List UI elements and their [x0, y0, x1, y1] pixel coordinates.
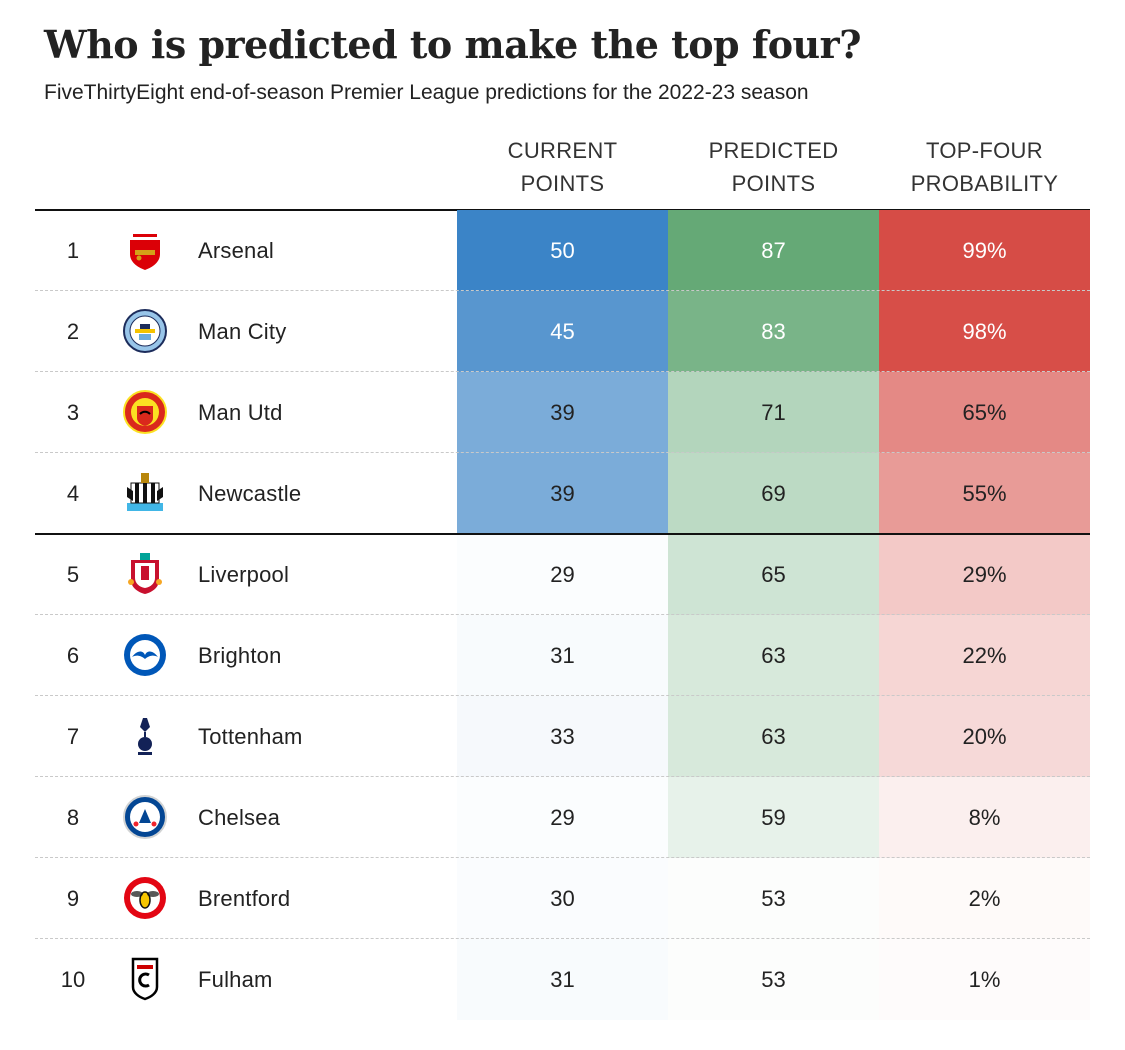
tottenham-crest-icon [121, 712, 169, 760]
rank-cell: 5 [66, 562, 80, 587]
team-name: Brighton [198, 643, 282, 668]
current-points-cell: 30 [457, 858, 668, 939]
column-header-top-four-probability: TOP-FOUR PROBABILITY [879, 134, 1090, 200]
top-four-probability-cell: 99% [879, 210, 1090, 291]
predicted-points-cell: 87 [668, 210, 879, 291]
predicted-points-cell: 63 [668, 615, 879, 696]
rank-cell: 8 [66, 805, 80, 830]
team-name: Tottenham [198, 724, 303, 749]
top-four-probability-cell: 2% [879, 858, 1090, 939]
rank-cell: 3 [66, 400, 80, 425]
column-header-line: PROBABILITY [910, 171, 1059, 196]
predicted-points-cell: 59 [668, 777, 879, 858]
rank-cell: 9 [66, 886, 80, 911]
row-divider [35, 614, 1090, 615]
predicted-points-cell: 83 [668, 291, 879, 372]
rank-cell: 7 [66, 724, 80, 749]
predicted-points-cell: 53 [668, 858, 879, 939]
newcastle-crest-icon [121, 469, 169, 517]
row-divider [35, 371, 1090, 372]
rank-cell: 10 [60, 967, 86, 992]
team-name: Brentford [198, 886, 291, 911]
chart-title: Who is predicted to make the top four? [44, 22, 861, 67]
chelsea-crest-icon [121, 793, 169, 841]
current-points-cell: 33 [457, 696, 668, 777]
current-points-cell: 31 [457, 939, 668, 1020]
current-points-cell: 31 [457, 615, 668, 696]
table-row: 7 Tottenham 33 63 20% [35, 696, 1090, 777]
man-city-crest-icon [121, 307, 169, 355]
table-row: 9 Brentford 30 53 2% [35, 858, 1090, 939]
rank-cell: 2 [66, 319, 80, 344]
predicted-points-cell: 69 [668, 453, 879, 534]
column-header-line: TOP-FOUR [926, 138, 1043, 163]
current-points-cell: 45 [457, 291, 668, 372]
team-name: Man City [198, 319, 287, 344]
current-points-cell: 39 [457, 372, 668, 453]
team-name: Liverpool [198, 562, 290, 587]
table-row: 6 Brighton 31 63 22% [35, 615, 1090, 696]
column-header-line: POINTS [520, 171, 605, 196]
current-points-cell: 50 [457, 210, 668, 291]
prediction-table: 1 Arsenal 50 87 99% 2 Man City 45 83 98% 3 Man Utd 3… [35, 210, 1090, 1020]
team-name: Newcastle [198, 481, 302, 506]
top-four-probability-cell: 98% [879, 291, 1090, 372]
brighton-crest-icon [121, 631, 169, 679]
top-four-probability-cell: 8% [879, 777, 1090, 858]
table-row: 8 Chelsea 29 59 8% [35, 777, 1090, 858]
top-four-probability-cell: 65% [879, 372, 1090, 453]
arsenal-crest-icon [121, 226, 169, 274]
column-header-line: POINTS [731, 171, 816, 196]
team-name: Man Utd [198, 400, 283, 425]
team-name: Arsenal [198, 238, 274, 263]
row-divider [35, 776, 1090, 777]
chart-subtitle: FiveThirtyEight end-of-season Premier Le… [44, 81, 809, 104]
column-header-line: CURRENT [507, 138, 618, 163]
row-divider [35, 695, 1090, 696]
row-divider [35, 938, 1090, 939]
table-row: 4 Newcastle 39 69 55% [35, 453, 1090, 534]
liverpool-crest-icon [121, 550, 169, 598]
table-row: 10 Fulham 31 53 1% [35, 939, 1090, 1020]
predicted-points-cell: 65 [668, 534, 879, 615]
current-points-cell: 39 [457, 453, 668, 534]
man-utd-crest-icon [121, 388, 169, 436]
predicted-points-cell: 71 [668, 372, 879, 453]
top-four-probability-cell: 20% [879, 696, 1090, 777]
current-points-cell: 29 [457, 777, 668, 858]
top-four-probability-cell: 1% [879, 939, 1090, 1020]
predicted-points-cell: 53 [668, 939, 879, 1020]
current-points-cell: 29 [457, 534, 668, 615]
table-row: 2 Man City 45 83 98% [35, 291, 1090, 372]
top-four-probability-cell: 29% [879, 534, 1090, 615]
team-name: Fulham [198, 967, 273, 992]
row-divider [35, 290, 1090, 291]
team-name: Chelsea [198, 805, 281, 830]
row-divider [35, 452, 1090, 453]
table-row: 1 Arsenal 50 87 99% [35, 210, 1090, 291]
top-four-probability-cell: 55% [879, 453, 1090, 534]
column-header-line: PREDICTED [708, 138, 839, 163]
fulham-crest-icon [121, 955, 169, 1003]
predicted-points-cell: 63 [668, 696, 879, 777]
rank-cell: 1 [66, 238, 80, 263]
column-header-predicted-points: PREDICTED POINTS [668, 134, 879, 200]
row-divider [35, 857, 1090, 858]
brentford-crest-icon [121, 874, 169, 922]
top-four-probability-cell: 22% [879, 615, 1090, 696]
rank-cell: 4 [66, 481, 80, 506]
top-four-cutoff-line [35, 533, 1090, 535]
table-row: 3 Man Utd 39 71 65% [35, 372, 1090, 453]
rank-cell: 6 [66, 643, 80, 668]
table-row: 5 Liverpool 29 65 29% [35, 534, 1090, 615]
column-header-current-points: CURRENT POINTS [457, 134, 668, 200]
